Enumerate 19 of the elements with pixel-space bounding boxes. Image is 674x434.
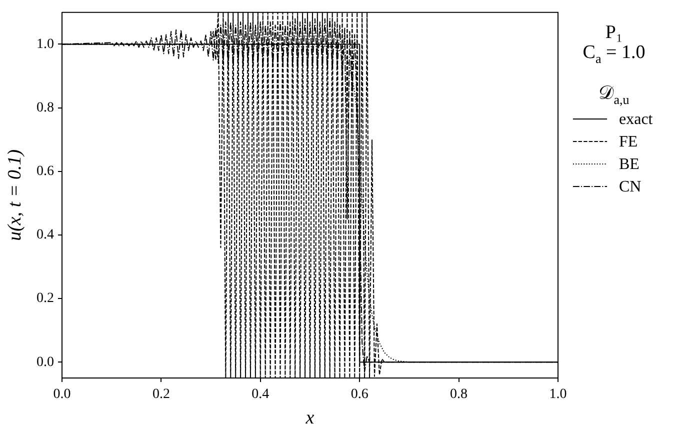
y-tick-label: 0.8 — [36, 100, 54, 116]
y-axis-title: u(x, t = 0.1) — [4, 149, 26, 241]
x-tick-label: 0.8 — [450, 387, 468, 402]
legend-label: exact — [619, 111, 654, 128]
x-axis-title: x — [304, 408, 315, 429]
legend-label: BE — [619, 156, 640, 173]
x-tick-label: 0.4 — [252, 387, 270, 402]
legend-label: FE — [619, 134, 638, 150]
text: P₁ — [605, 22, 623, 43]
y-tick-label: 0.6 — [36, 164, 54, 180]
x-tick-label: 0.0 — [53, 387, 71, 402]
y-tick-label: 0.2 — [36, 291, 54, 306]
y-tick-label: 0.4 — [36, 228, 54, 243]
legend-label: CN — [619, 178, 642, 196]
y-tick-label: 0.0 — [36, 354, 54, 370]
x-tick-label: 1.0 — [549, 387, 567, 402]
y-tick-label: 1.0 — [36, 36, 54, 52]
x-tick-label: 0.2 — [152, 387, 170, 402]
x-tick-label: 0.6 — [350, 387, 368, 402]
